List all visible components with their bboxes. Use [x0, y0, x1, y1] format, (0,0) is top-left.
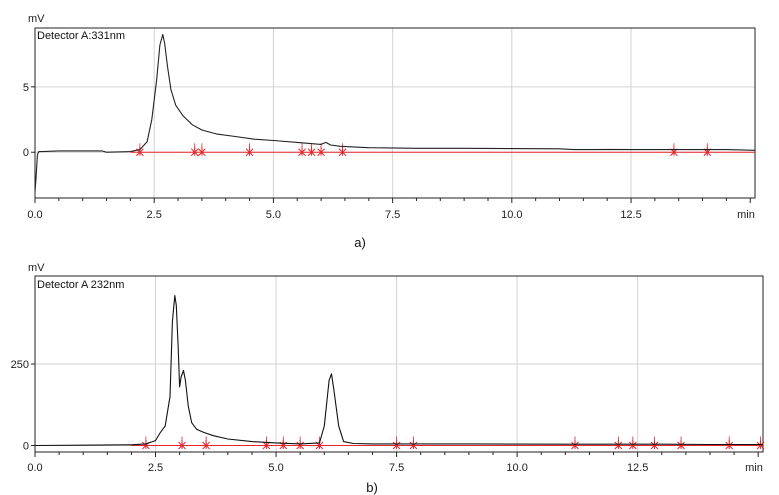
peak-marker [317, 143, 325, 157]
x-tick-label: 0.0 [27, 462, 42, 474]
peak-marker [296, 436, 305, 450]
chromatogram-trace [34, 295, 763, 447]
x-axis-unit: min [737, 209, 755, 221]
chromatogram-trace [34, 33, 756, 192]
x-tick-label: 5.0 [266, 209, 281, 221]
peak-marker [677, 436, 685, 450]
peak-marker [298, 143, 306, 157]
y-tick-label: 0 [23, 147, 29, 159]
peak-marker [338, 143, 347, 157]
x-tick-label: 10.0 [506, 462, 527, 474]
x-tick-label: 7.5 [389, 462, 404, 474]
x-tick-label: 12.5 [627, 462, 648, 474]
peak-marker [650, 436, 659, 450]
peak-marker [262, 436, 271, 450]
peak-marker [571, 436, 579, 450]
detector-label: Detector A:331nm [37, 30, 125, 42]
peak-marker [614, 436, 623, 450]
y-tick-label: 5 [23, 82, 29, 94]
peak-marker [392, 436, 401, 450]
peak-marker [190, 143, 199, 157]
x-tick-label: 2.5 [148, 462, 163, 474]
plot-frame [34, 27, 756, 199]
peak-marker [307, 143, 316, 157]
x-tick-label: 12.5 [620, 209, 641, 221]
detector-label: Detector A 232nm [37, 279, 124, 291]
y-axis-unit: mV [28, 262, 45, 274]
panel-caption: b) [366, 480, 378, 495]
x-tick-label: 5.0 [268, 462, 283, 474]
peak-marker [409, 436, 418, 450]
y-axis-unit: mV [28, 13, 45, 25]
x-tick-label: 0.0 [27, 209, 42, 221]
y-tick-label: 250 [11, 359, 29, 371]
peak-marker [178, 436, 186, 450]
x-tick-label: 10.0 [501, 209, 522, 221]
peak-marker [202, 436, 211, 450]
peak-marker [245, 143, 254, 157]
peak-marker [198, 143, 206, 157]
panel-caption: a) [354, 235, 366, 250]
peak-marker [628, 436, 637, 450]
chart-panel-a: 0.0 2.5 5.0 7.5 10.0 12.5 min 0 5 mV Detector A:33… [23, 13, 756, 250]
chart-panel-b: 0.0 2.5 5.0 7.5 10.0 12.5 min 0 250 mV Detector A … [11, 262, 765, 495]
peak-marker [725, 436, 734, 450]
x-tick-label: 2.5 [147, 209, 162, 221]
y-tick-label: 0 [23, 440, 29, 452]
x-tick-label: 7.5 [385, 209, 400, 221]
x-axis-unit: min [745, 462, 763, 474]
